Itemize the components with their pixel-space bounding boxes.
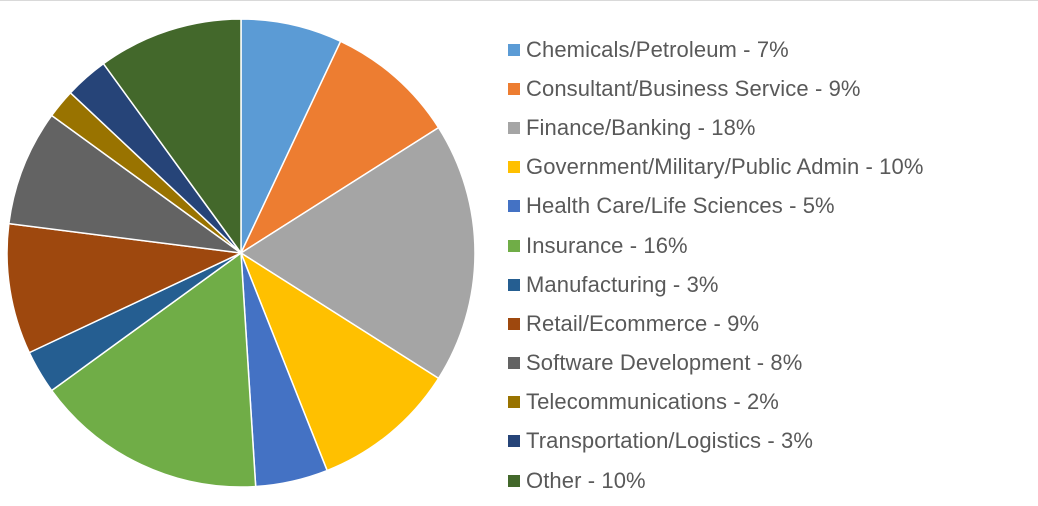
legend-item-4: Health Care/Life Sciences - 5% [508, 187, 1033, 226]
legend-swatch [508, 396, 520, 409]
pie-slice-0 [240, 18, 342, 254]
legend-label: Telecommunications - 2% [526, 389, 779, 415]
legend-label: Transportation/Logistics - 3% [526, 428, 813, 454]
legend-label: Other - 10% [526, 467, 646, 493]
legend-label: Consultant/Business Service - 9% [526, 75, 861, 101]
legend-swatch [508, 357, 520, 370]
legend-item-11: Other - 10% [508, 461, 1033, 500]
legend: Chemicals/Petroleum - 7% Consultant/Busin… [508, 30, 1033, 500]
legend-label: Government/Military/Public Admin - 10% [526, 154, 924, 180]
legend-item-7: Retail/Ecommerce - 9% [508, 304, 1033, 343]
legend-item-9: Telecommunications - 2% [508, 383, 1033, 422]
pie-slice-2 [240, 126, 476, 380]
legend-label: Software Development - 8% [526, 350, 803, 376]
pie-slice-1 [240, 40, 440, 254]
legend-label: Health Care/Life Sciences - 5% [526, 193, 835, 219]
legend-label: Retail/Ecommerce - 9% [526, 310, 760, 336]
legend-label: Chemicals/Petroleum - 7% [526, 36, 789, 62]
legend-swatch [508, 43, 520, 56]
legend-swatch [508, 200, 520, 213]
pie-chart [6, 18, 476, 488]
legend-swatch [508, 278, 520, 291]
pie-slice-5 [50, 252, 257, 488]
legend-item-2: Finance/Banking - 18% [508, 108, 1033, 147]
legend-item-1: Consultant/Business Service - 9% [508, 69, 1033, 108]
legend-swatch [508, 474, 520, 487]
legend-swatch [508, 161, 520, 174]
pie-slice-11 [102, 18, 242, 254]
legend-item-3: Government/Military/Public Admin - 10% [508, 148, 1033, 187]
legend-swatch [508, 121, 520, 134]
legend-swatch [508, 317, 520, 330]
pie-slice-3 [240, 252, 440, 472]
pie-slice-7 [6, 222, 242, 354]
legend-swatch [508, 435, 520, 448]
legend-item-6: Manufacturing - 3% [508, 265, 1033, 304]
top-border [0, 0, 1038, 1]
legend-item-0: Chemicals/Petroleum - 7% [508, 30, 1033, 69]
legend-label: Insurance - 16% [526, 232, 688, 258]
pie-slice-8 [8, 114, 242, 254]
legend-label: Finance/Banking - 18% [526, 114, 756, 140]
legend-item-10: Transportation/Logistics - 3% [508, 422, 1033, 461]
legend-label: Manufacturing - 3% [526, 271, 719, 297]
legend-item-8: Software Development - 8% [508, 344, 1033, 383]
legend-swatch [508, 239, 520, 252]
legend-swatch [508, 82, 520, 95]
pie-slices [6, 18, 476, 488]
legend-item-5: Insurance - 16% [508, 226, 1033, 265]
